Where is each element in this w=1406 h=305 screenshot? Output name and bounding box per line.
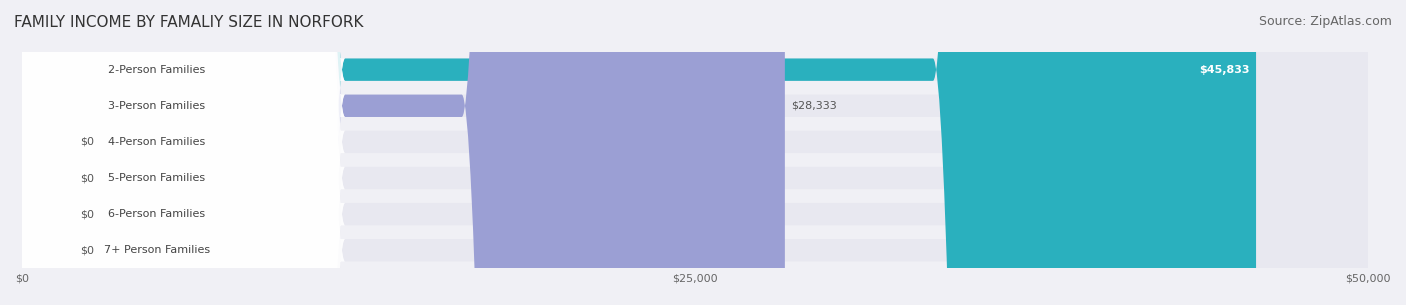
FancyBboxPatch shape (0, 0, 344, 305)
FancyBboxPatch shape (22, 0, 73, 305)
FancyBboxPatch shape (22, 0, 73, 305)
FancyBboxPatch shape (0, 0, 344, 305)
Text: 6-Person Families: 6-Person Families (108, 209, 205, 219)
Text: $0: $0 (80, 245, 94, 255)
FancyBboxPatch shape (22, 0, 1368, 305)
Text: $45,833: $45,833 (1199, 65, 1250, 75)
FancyBboxPatch shape (0, 0, 344, 305)
FancyBboxPatch shape (22, 0, 73, 305)
Text: $0: $0 (80, 173, 94, 183)
Text: Source: ZipAtlas.com: Source: ZipAtlas.com (1258, 15, 1392, 28)
FancyBboxPatch shape (22, 0, 1368, 305)
FancyBboxPatch shape (22, 0, 785, 305)
Text: $0: $0 (80, 137, 94, 147)
Text: 2-Person Families: 2-Person Families (108, 65, 205, 75)
FancyBboxPatch shape (22, 0, 73, 305)
FancyBboxPatch shape (22, 0, 1368, 305)
Text: FAMILY INCOME BY FAMALIY SIZE IN NORFORK: FAMILY INCOME BY FAMALIY SIZE IN NORFORK (14, 15, 364, 30)
FancyBboxPatch shape (22, 0, 1368, 305)
FancyBboxPatch shape (0, 0, 344, 305)
Text: 4-Person Families: 4-Person Families (108, 137, 205, 147)
Text: 5-Person Families: 5-Person Families (108, 173, 205, 183)
Text: $28,333: $28,333 (792, 101, 838, 111)
Text: 7+ Person Families: 7+ Person Families (104, 245, 209, 255)
FancyBboxPatch shape (22, 0, 1368, 305)
FancyBboxPatch shape (22, 0, 1256, 305)
FancyBboxPatch shape (22, 0, 1368, 305)
FancyBboxPatch shape (0, 0, 344, 305)
FancyBboxPatch shape (0, 0, 344, 305)
Text: $0: $0 (80, 209, 94, 219)
Text: 3-Person Families: 3-Person Families (108, 101, 205, 111)
